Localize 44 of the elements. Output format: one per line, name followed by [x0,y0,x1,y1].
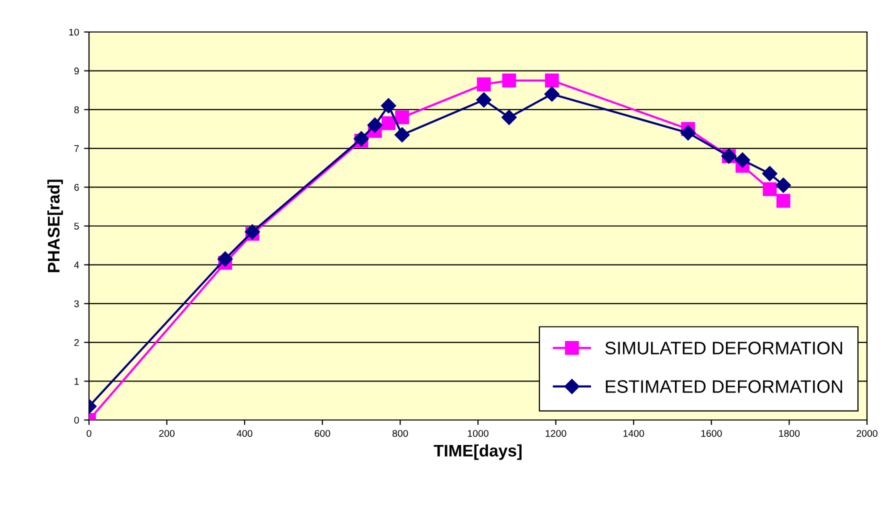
point [544,86,560,102]
point [762,182,777,196]
point [476,92,492,108]
point [476,77,491,92]
point [502,74,516,88]
y-tick-label: 0 [74,416,79,424]
y-tick-label: 9 [74,68,79,74]
y-tick-label: 3 [74,300,79,308]
y-tick-label: 4 [74,262,79,268]
x-tick-label: 200 [159,430,175,437]
x-tick-label: 1800 [779,430,800,437]
point [776,194,790,208]
legend-label: ESTIMATED DEFORMATION [606,380,842,393]
point [382,116,396,130]
x-tick-label: 1000 [468,430,488,437]
point [395,110,410,124]
x-tick-label: 2000 [856,430,878,437]
point [394,127,410,142]
point [380,98,396,114]
x-tick-label: 1600 [701,430,722,437]
x-tick-label: 600 [314,430,330,437]
x-tick-label: 400 [236,430,252,437]
x-tick-label: 1400 [624,430,644,437]
x-tick-label: 0 [86,430,92,437]
point [762,166,778,182]
point [218,251,233,267]
x-tick-label: 800 [392,430,408,437]
y-tick-label: 10 [69,28,79,36]
point [502,110,517,125]
y-tick-label: 8 [74,106,79,114]
x-axis-title: TIME[days] [434,444,522,460]
point [544,74,559,88]
y-tick-label: 7 [74,145,79,152]
x-tick-label: 1200 [546,430,566,437]
point [734,152,750,168]
point [776,178,791,193]
y-tick-label: 6 [74,184,79,191]
y-tick-label: 2 [74,339,79,346]
point [680,125,696,140]
point [367,118,382,133]
y-tick-label: 1 [74,378,79,385]
y-tick-label: 5 [74,222,79,230]
legend-label: SIMULATED DEFORMATION [605,342,842,354]
y-axis-title: PHASE[rad] [47,180,63,272]
